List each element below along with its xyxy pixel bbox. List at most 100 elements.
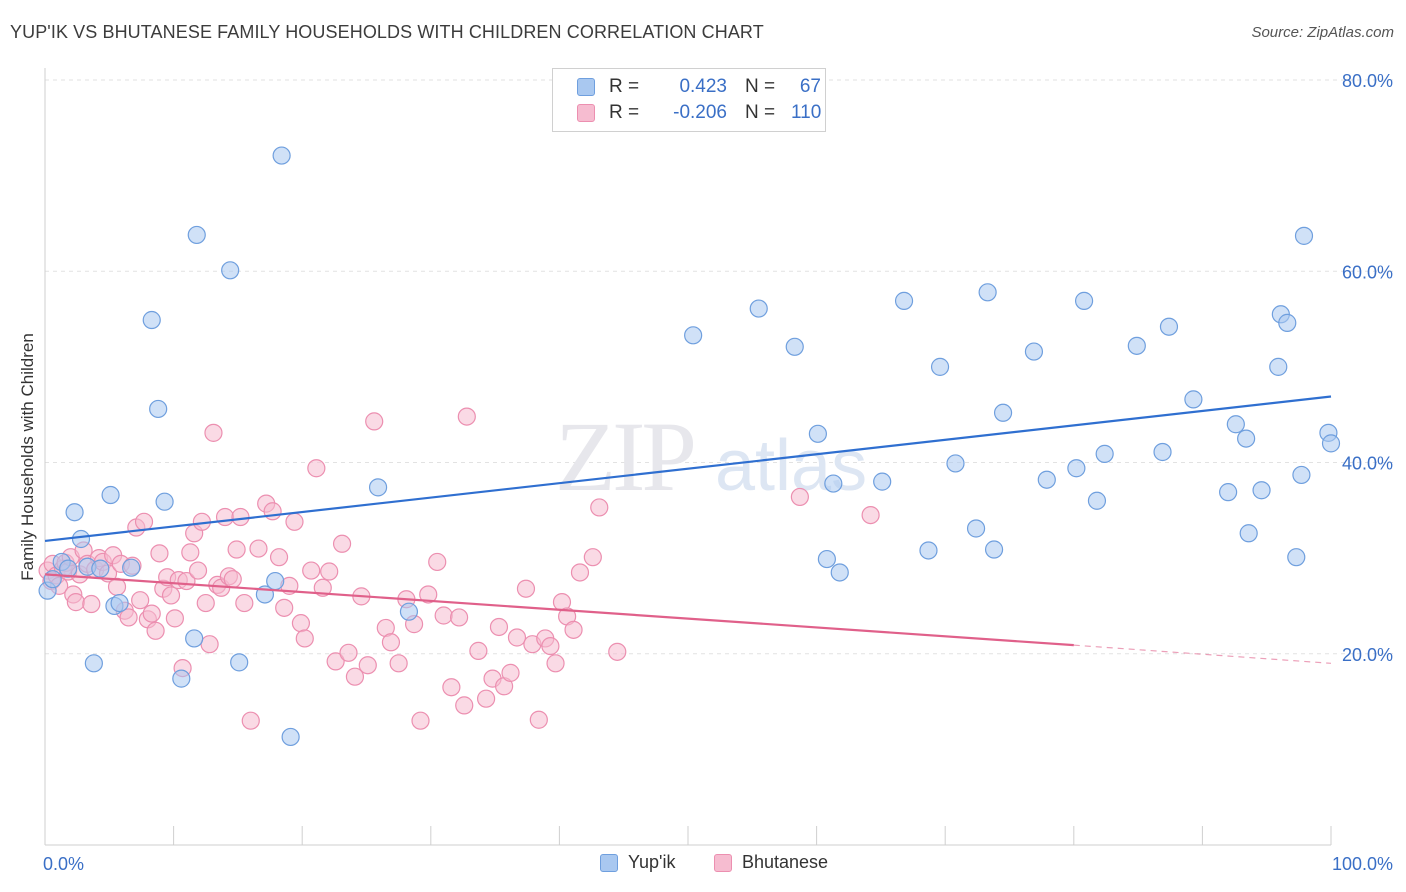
bhutanese-point-103	[564, 620, 583, 639]
bhutanese-point-53	[235, 593, 254, 613]
bhutanese-point-93	[501, 663, 520, 682]
yupik-point-40	[978, 283, 997, 302]
yupik-point-29	[785, 337, 804, 356]
bhutanese-point-89	[476, 689, 496, 708]
bhutanese-point-82	[428, 552, 447, 572]
yupik-point-8	[91, 559, 110, 578]
yupik-point-36	[919, 541, 938, 560]
bhutanese-point-73	[358, 656, 377, 675]
bhutanese-point-31	[150, 544, 169, 563]
y-tick-label-20: 20.0%	[1342, 645, 1393, 665]
bhutanese-point-23	[119, 608, 138, 627]
yupik-point-1	[43, 570, 62, 589]
yupik-point-37	[930, 357, 950, 376]
yupik-r-label: R =	[609, 76, 640, 97]
bhutanese-point-109	[861, 505, 880, 525]
bhutanese-point-51	[227, 540, 246, 559]
bhutanese-point-35	[165, 609, 184, 628]
yupik-point-3	[59, 559, 78, 578]
yupik-point-51	[1159, 317, 1179, 336]
yupik-point-15	[155, 492, 174, 511]
yupik-point-5	[71, 529, 91, 549]
yupik-point-52	[1184, 390, 1203, 409]
yupik-point-39	[966, 519, 986, 538]
bhutanese-point-97	[529, 710, 548, 729]
yupik-point-62	[1292, 465, 1311, 485]
x-tick-label-max: 100.0%	[1332, 854, 1393, 874]
yupik-point-57	[1252, 481, 1271, 500]
y-tick-label-40: 40.0%	[1342, 454, 1393, 474]
bhutanese-point-54	[241, 711, 260, 730]
bhutanese-point-30	[146, 621, 165, 640]
yupik-point-32	[824, 474, 843, 493]
yupik-point-14	[149, 399, 168, 419]
yupik-point-45	[1067, 459, 1086, 478]
yupik-legend-swatch	[600, 853, 618, 872]
yupik-point-16	[172, 669, 191, 688]
yupik-point-44	[1037, 470, 1056, 489]
bhutanese-point-55	[249, 539, 268, 558]
bhutanese-point-61	[285, 512, 304, 531]
bhutanese-point-62	[291, 614, 311, 633]
yupik-point-61	[1287, 548, 1306, 567]
bhutanese-point-86	[455, 696, 474, 715]
bhutanese-point-29	[142, 604, 161, 623]
trend-lines	[44, 395, 1332, 664]
bhutanese-point-20	[107, 577, 127, 596]
x-tick-label-min: 0.0%	[43, 854, 84, 874]
bhutanese-point-83	[434, 606, 453, 625]
yupik-point-38	[946, 454, 965, 473]
yupik-point-48	[1095, 444, 1114, 463]
yupik-point-41	[984, 540, 1004, 559]
bhutanese-point-59	[275, 598, 294, 617]
bhutanese-point-74	[365, 412, 384, 431]
axis-labels: 20.0% 40.0% 60.0% 80.0% 0.0% 100.0% Family Hou…	[18, 71, 1393, 874]
bhutanese-point-95	[516, 579, 536, 598]
yupik-point-35	[894, 291, 914, 310]
bhutanese-point-68	[326, 652, 345, 671]
bhutanese-point-65	[307, 459, 326, 478]
bhutanese-point-100	[546, 654, 565, 673]
bhutanese-point-27	[134, 512, 154, 531]
y-axis-title: Family Households with Children	[18, 333, 37, 581]
bhutanese-point-108	[790, 487, 809, 507]
bhutanese-point-43	[196, 593, 215, 613]
source-label: Source: ZipAtlas.com	[1251, 24, 1394, 41]
yupik-point-63	[1294, 226, 1314, 245]
bhutanese-point-64	[302, 561, 321, 580]
yupik-point-26	[399, 602, 419, 621]
legend-row-yupik: R = 0.423 N = 67	[577, 75, 821, 99]
bhutanese-points	[38, 407, 880, 730]
yupik-point-17	[185, 629, 204, 648]
grid-lines	[45, 79, 1395, 655]
yupik-point-46	[1074, 291, 1094, 310]
bhutanese-swatch	[577, 104, 595, 122]
yupik-point-27	[684, 326, 703, 345]
yupik-point-60	[1278, 313, 1297, 332]
bhutanese-point-87	[457, 407, 476, 426]
bhutanese-point-34	[161, 586, 181, 605]
yupik-r-value: 0.423	[679, 76, 727, 97]
yupik-swatch	[577, 78, 595, 96]
yupik-point-18	[187, 225, 206, 245]
chart-title: YUP'IK VS BHUTANESE FAMILY HOUSEHOLDS WI…	[10, 22, 764, 42]
bhutanese-point-45	[204, 423, 223, 442]
yupik-point-31	[817, 549, 836, 569]
bhutanese-legend-swatch	[714, 853, 732, 872]
yupik-point-9	[101, 485, 120, 505]
bhutanese-point-84	[442, 678, 461, 697]
yupik-point-55	[1237, 429, 1256, 448]
yupik-point-33	[830, 563, 849, 582]
yupik-n-label: N =	[745, 76, 776, 97]
bhutanese-point-48	[215, 507, 235, 527]
yupik-point-28	[749, 299, 768, 318]
yupik-point-30	[808, 424, 827, 443]
bhutanese-trend-line-extension	[1073, 644, 1332, 664]
legend-item-bhutanese: Bhutanese	[714, 852, 828, 873]
yupik-point-11	[110, 593, 129, 613]
bhutanese-point-107	[608, 642, 627, 661]
yupik-point-12	[122, 558, 141, 577]
yupik-point-4	[65, 503, 84, 522]
bhutanese-point-69	[332, 534, 352, 553]
correlation-legend: R = 0.423 N = 67 R = -0.206 N = 110	[552, 68, 826, 132]
